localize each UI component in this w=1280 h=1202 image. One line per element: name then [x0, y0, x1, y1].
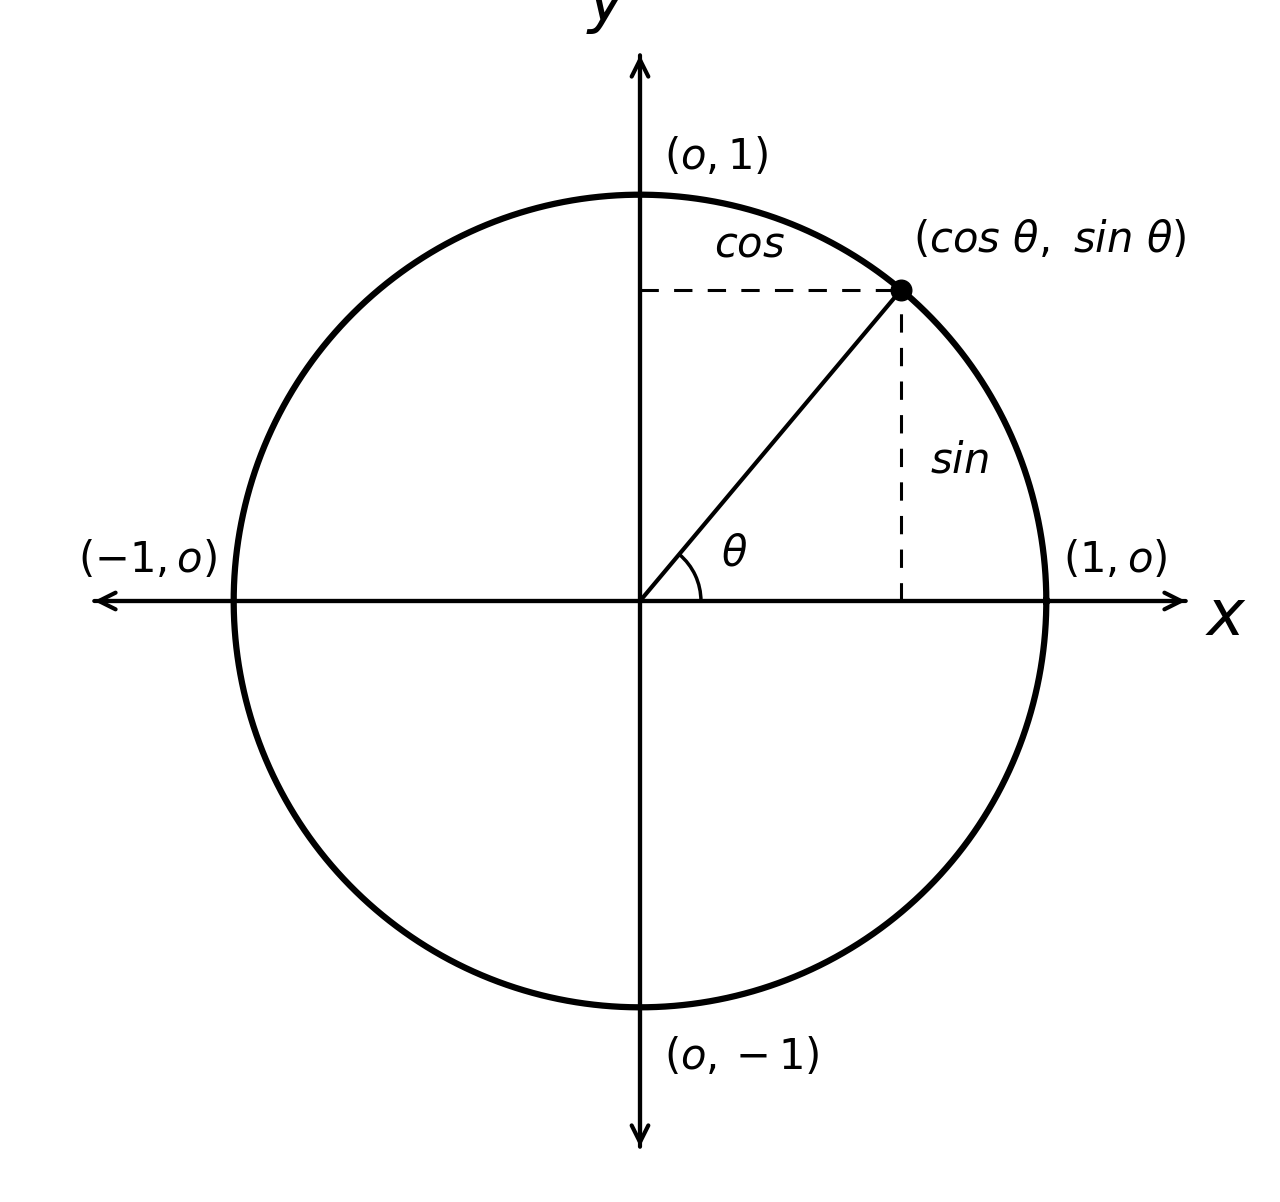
Text: $(1, o)$: $(1, o)$ — [1062, 538, 1167, 581]
Point — [891, 280, 911, 299]
Text: $(-1, o)$: $(-1, o)$ — [78, 538, 218, 581]
Text: $(cos\ \theta,\ sin\ \theta)$: $(cos\ \theta,\ sin\ \theta)$ — [914, 219, 1187, 261]
Text: $\mathit{x}$: $\mathit{x}$ — [1204, 587, 1247, 648]
Text: $\mathit{y}$: $\mathit{y}$ — [586, 0, 627, 36]
Text: $sin$: $sin$ — [929, 440, 988, 482]
Text: $\theta$: $\theta$ — [721, 532, 748, 575]
Text: $(o, -1)$: $(o, -1)$ — [664, 1036, 819, 1078]
Text: $(o, 1)$: $(o, 1)$ — [664, 137, 768, 178]
Text: $cos$: $cos$ — [714, 224, 785, 266]
